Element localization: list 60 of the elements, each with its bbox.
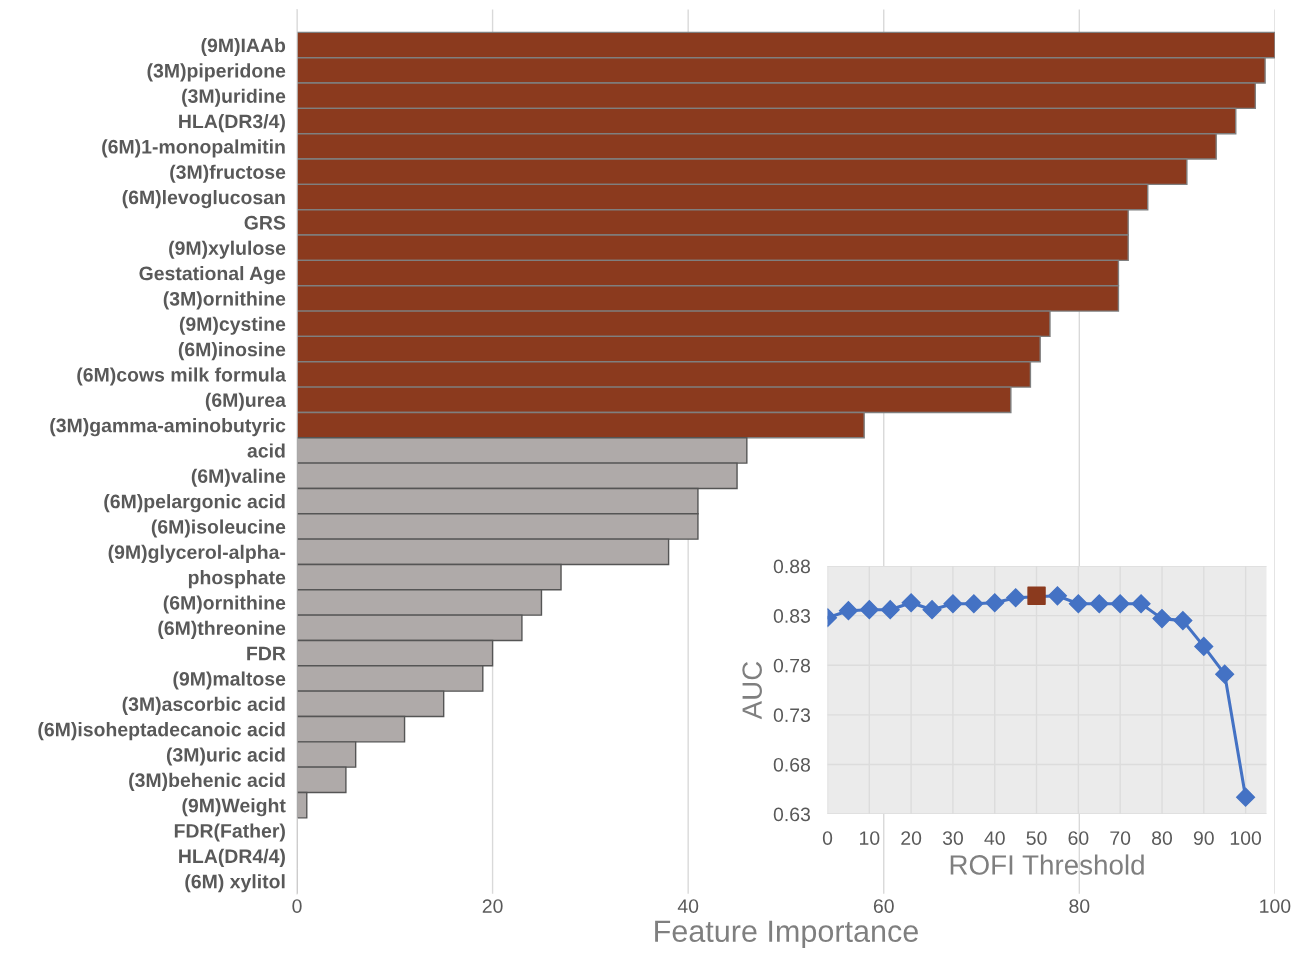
y-tick-label: (6M)threonine (158, 620, 286, 639)
y-tick-label: (6M)cows milk formula (77, 367, 287, 386)
y-tick-label: (9M)Weight (182, 798, 286, 817)
y-tick-label: (6M) xylitol (185, 874, 285, 893)
y-tick-label: FDR (247, 646, 286, 661)
x-tick-label: 80 (1152, 831, 1173, 845)
y-tick-label: 0.78 (773, 658, 811, 673)
y-tick-label: (3M)behenic acid (129, 772, 285, 791)
x-tick-label: 20 (901, 831, 922, 845)
y-tick-label: (9M)maltose (173, 671, 286, 690)
x-axis-title: ROFI Threshold (950, 854, 1144, 875)
y-tick-label: acid (247, 443, 285, 458)
x-tick-label: 40 (984, 831, 1005, 845)
y-tick-label: 0.83 (773, 609, 810, 623)
y-tick-label: (6M)valine (191, 468, 286, 487)
x-tick-label: 50 (1026, 831, 1047, 845)
y-tick-label: HLA(DR4/4) (179, 848, 285, 867)
x-tick-label: 30 (942, 831, 963, 845)
y-axis-title: AUC (742, 661, 762, 720)
y-tick-label: (3M)ornithine (163, 291, 286, 310)
x-tick-label: 20 (482, 899, 503, 913)
y-tick-label: (3M)fructose (170, 164, 286, 183)
y-tick-label: (9M)IAAb (201, 37, 286, 57)
y-tick-label: (6M)1-monopalmitin (102, 139, 285, 158)
x-tick-label: 100 (1230, 831, 1262, 845)
y-tick-label: (3M)piperidone (147, 63, 286, 82)
x-axis-title: Feature Importance (655, 920, 918, 949)
y-tick-label: (3M)ascorbic acid (122, 696, 285, 715)
x-tick-label: 60 (1068, 831, 1089, 845)
x-tick-label: 90 (1193, 831, 1214, 845)
y-tick-label: (3M)gamma-aminobutyric (50, 418, 286, 437)
x-tick-label: 0 (822, 831, 833, 845)
y-tick-label: phosphate (188, 570, 286, 589)
x-tick-label: 40 (677, 899, 699, 913)
y-tick-label: (9M)xylulose (169, 240, 286, 259)
y-tick-label: (9M)cystine (179, 316, 286, 335)
y-tick-label: (6M)isoleucine (151, 519, 286, 538)
y-tick-label: (3M)uridine (182, 88, 286, 107)
y-tick-label: 0.68 (773, 757, 811, 772)
y-tick-label: (6M)ornithine (163, 595, 286, 614)
x-tick-label: 10 (860, 831, 880, 845)
x-tick-label: 0 (292, 899, 302, 913)
x-tick-label: 60 (873, 899, 894, 913)
y-tick-label: 0.73 (773, 708, 810, 723)
y-tick-label: (6M)pelargonic acid (104, 494, 285, 513)
y-tick-label: 0.88 (773, 559, 811, 574)
x-tick-label: 100 (1260, 899, 1291, 913)
y-tick-label: FDR(Father) (174, 823, 285, 842)
y-tick-label: (9M)glycerol-alpha- (108, 544, 286, 563)
y-tick-label: (6M)isoheptadecanoic acid (38, 722, 285, 741)
y-tick-label: (6M)levoglucosan (122, 190, 285, 209)
y-tick-label: 0.63 (773, 807, 810, 822)
x-tick-label: 70 (1110, 831, 1131, 845)
y-tick-label: (3M)uric acid (166, 747, 285, 766)
y-tick-label: Gestational Age (139, 266, 286, 285)
y-tick-label: GRS (244, 215, 286, 230)
y-tick-label: (6M)inosine (178, 342, 286, 361)
y-tick-label: HLA(DR3/4) (179, 114, 285, 133)
x-tick-label: 80 (1069, 899, 1090, 913)
y-tick-label: (6M)urea (205, 392, 287, 411)
